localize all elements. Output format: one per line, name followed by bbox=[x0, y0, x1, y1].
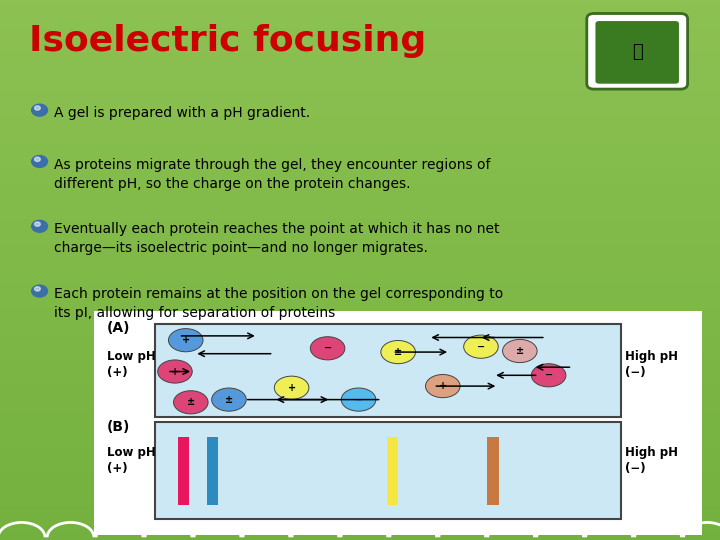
Text: −: − bbox=[323, 343, 332, 353]
Bar bbox=[178, 437, 189, 504]
Circle shape bbox=[35, 222, 40, 226]
Text: Eventually each protein reaches the point at which it has no net
charge—its isoe: Eventually each protein reaches the poin… bbox=[54, 222, 500, 255]
Text: +: + bbox=[287, 383, 296, 393]
Text: −: − bbox=[354, 395, 363, 404]
Ellipse shape bbox=[531, 364, 566, 387]
Text: Low pH
(+): Low pH (+) bbox=[107, 350, 156, 379]
Text: (A): (A) bbox=[107, 321, 130, 335]
Circle shape bbox=[32, 104, 48, 116]
FancyBboxPatch shape bbox=[595, 21, 679, 84]
Text: Each protein remains at the position on the gel corresponding to
its pI, allowin: Each protein remains at the position on … bbox=[54, 287, 503, 320]
Bar bbox=[155, 422, 621, 519]
Ellipse shape bbox=[341, 388, 376, 411]
Text: ±: ± bbox=[186, 397, 195, 407]
Text: +: + bbox=[181, 335, 190, 345]
Text: Low pH
(+): Low pH (+) bbox=[107, 446, 156, 475]
Text: ±: ± bbox=[394, 347, 402, 357]
Ellipse shape bbox=[464, 335, 498, 358]
Bar bbox=[155, 324, 621, 417]
Ellipse shape bbox=[212, 388, 246, 411]
Bar bbox=[387, 437, 398, 504]
Ellipse shape bbox=[274, 376, 309, 399]
Circle shape bbox=[32, 220, 48, 232]
Ellipse shape bbox=[168, 329, 203, 352]
Text: ±: ± bbox=[516, 346, 524, 356]
Text: (B): (B) bbox=[107, 420, 130, 434]
Text: High pH
(−): High pH (−) bbox=[625, 446, 678, 475]
Ellipse shape bbox=[310, 337, 345, 360]
Text: +: + bbox=[171, 367, 179, 376]
Circle shape bbox=[35, 106, 40, 110]
Circle shape bbox=[35, 157, 40, 161]
Text: Isoelectric focusing: Isoelectric focusing bbox=[29, 24, 426, 58]
Text: A gel is prepared with a pH gradient.: A gel is prepared with a pH gradient. bbox=[54, 106, 310, 120]
Bar bbox=[487, 437, 499, 504]
Circle shape bbox=[32, 156, 48, 167]
Ellipse shape bbox=[174, 391, 208, 414]
Ellipse shape bbox=[426, 375, 460, 397]
Text: As proteins migrate through the gel, they encounter regions of
different pH, so : As proteins migrate through the gel, the… bbox=[54, 158, 490, 191]
Text: −: − bbox=[477, 342, 485, 352]
FancyBboxPatch shape bbox=[587, 14, 688, 89]
Ellipse shape bbox=[158, 360, 192, 383]
Circle shape bbox=[32, 285, 48, 297]
Ellipse shape bbox=[381, 341, 415, 363]
Text: −: − bbox=[544, 370, 553, 380]
Text: ±: ± bbox=[225, 395, 233, 404]
Ellipse shape bbox=[503, 340, 537, 362]
Bar bbox=[207, 437, 218, 504]
Text: +: + bbox=[438, 381, 447, 391]
Circle shape bbox=[35, 287, 40, 291]
Text: 🏛: 🏛 bbox=[632, 43, 642, 62]
Text: High pH
(−): High pH (−) bbox=[625, 350, 678, 379]
Bar bbox=[94, 310, 702, 535]
